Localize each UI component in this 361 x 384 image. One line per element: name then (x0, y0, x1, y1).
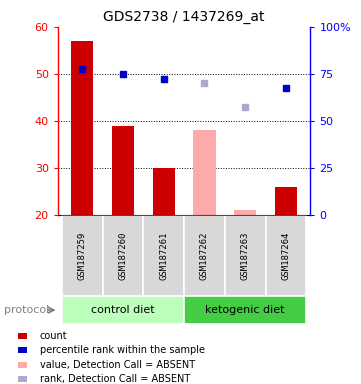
Text: control diet: control diet (91, 305, 155, 315)
Bar (193, 131, 216, 215)
Text: protocol: protocol (4, 305, 49, 315)
Text: GSM187259: GSM187259 (78, 231, 87, 280)
Bar (112, 126, 134, 215)
Text: value, Detection Call = ABSENT: value, Detection Call = ABSENT (40, 360, 195, 370)
Bar (266, 215, 306, 296)
Bar (234, 210, 256, 215)
Text: ketogenic diet: ketogenic diet (205, 305, 285, 315)
Bar (62, 296, 184, 324)
Bar (103, 215, 143, 296)
Bar (153, 168, 175, 215)
Bar (143, 215, 184, 296)
Text: percentile rank within the sample: percentile rank within the sample (40, 345, 205, 355)
Text: GSM187262: GSM187262 (200, 231, 209, 280)
Title: GDS2738 / 1437269_at: GDS2738 / 1437269_at (103, 10, 265, 25)
Text: GSM187263: GSM187263 (241, 231, 250, 280)
Bar (184, 215, 225, 296)
Text: rank, Detection Call = ABSENT: rank, Detection Call = ABSENT (40, 374, 190, 384)
Bar (184, 296, 306, 324)
Text: count: count (40, 331, 68, 341)
Text: GSM187264: GSM187264 (282, 231, 291, 280)
Bar (71, 41, 93, 215)
Bar (275, 187, 297, 215)
Text: GSM187260: GSM187260 (118, 231, 127, 280)
Bar (62, 215, 103, 296)
Text: GSM187261: GSM187261 (159, 231, 168, 280)
Bar (225, 215, 266, 296)
